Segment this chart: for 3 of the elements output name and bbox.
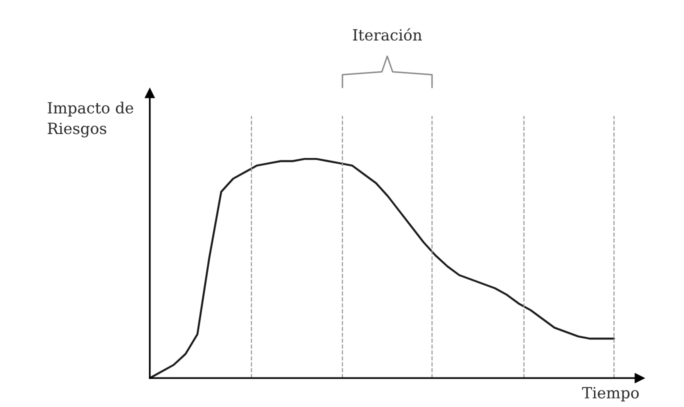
text: Iteración: [353, 28, 422, 41]
y-axis-title: Impacto de Riesgos: [48, 102, 134, 138]
x-axis-title: Tiempo: [582, 387, 639, 402]
